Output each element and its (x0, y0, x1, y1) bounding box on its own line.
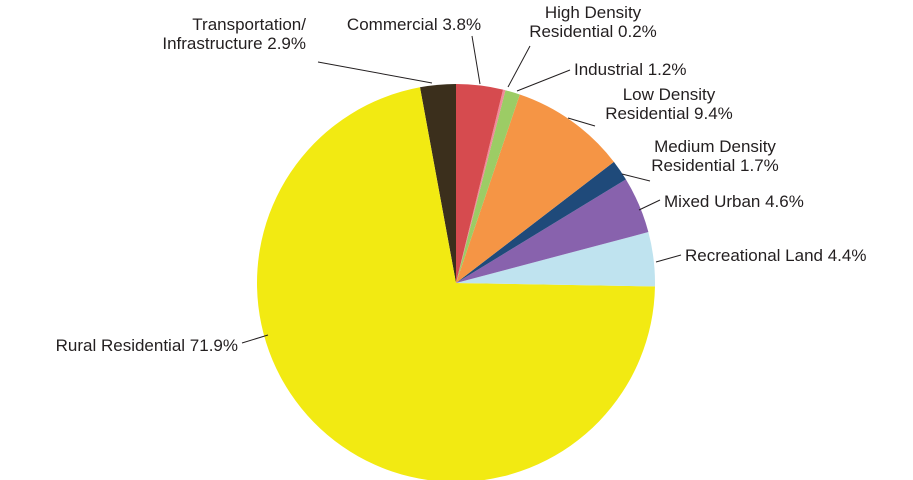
label-line: Commercial 3.8% (347, 15, 481, 34)
label-mixed-urban: Mixed Urban 4.6% (664, 192, 804, 211)
slice-low-density-residential (456, 94, 614, 283)
slice-mixed-urban (456, 179, 649, 283)
label-line: Residential 9.4% (605, 104, 733, 123)
label-line: Mixed Urban 4.6% (664, 192, 804, 211)
label-line: Residential 1.7% (651, 156, 779, 175)
leader-lines (241, 35, 682, 344)
leader-commercial (471, 35, 481, 85)
label-medium-density-residential: Medium Density Residential 1.7% (651, 137, 779, 175)
label-industrial: Industrial 1.2% (574, 60, 686, 79)
label-line: Industrial 1.2% (574, 60, 686, 79)
label-transportation: Transportation/Infrastructure 2.9% (162, 15, 306, 53)
leader-rural-residential (241, 334, 269, 344)
leader-recreational-land (655, 254, 682, 263)
label-commercial: Commercial 3.8% (347, 15, 481, 34)
label-low-density-residential: Low Density Residential 9.4% (605, 85, 733, 123)
leader-industrial (516, 69, 571, 92)
slice-industrial (456, 90, 520, 284)
label-line: Medium Density (654, 137, 776, 156)
label-line: Recreational Land 4.4% (685, 246, 866, 265)
slice-recreational-land (456, 232, 655, 287)
slice-commercial (456, 83, 504, 283)
label-line: Rural Residential 71.9% (56, 336, 238, 355)
leader-high-density-residential (507, 45, 531, 88)
leader-medium-density-residential (621, 173, 651, 182)
pie-slices (257, 83, 655, 480)
slice-rural-residential (257, 87, 655, 480)
leader-low-density-residential (567, 117, 596, 127)
label-recreational-land: Recreational Land 4.4% (685, 246, 866, 265)
label-line: Residential 0.2% (529, 22, 657, 41)
slice-transportation (419, 84, 456, 283)
label-line: Transportation/ (192, 15, 306, 34)
label-line: High Density (545, 3, 642, 22)
leader-mixed-urban (638, 199, 661, 211)
label-rural-residential: Rural Residential 71.9% (56, 336, 238, 355)
label-line: Low Density (623, 85, 716, 104)
label-line: Infrastructure 2.9% (162, 34, 306, 53)
slice-high-density-residential (456, 89, 506, 283)
slice-labels: Transportation/Infrastructure 2.9% Rural … (56, 3, 867, 355)
slice-medium-density-residential (456, 161, 626, 283)
leader-transportation (317, 61, 433, 84)
label-high-density-residential: High Density Residential 0.2% (529, 3, 657, 41)
